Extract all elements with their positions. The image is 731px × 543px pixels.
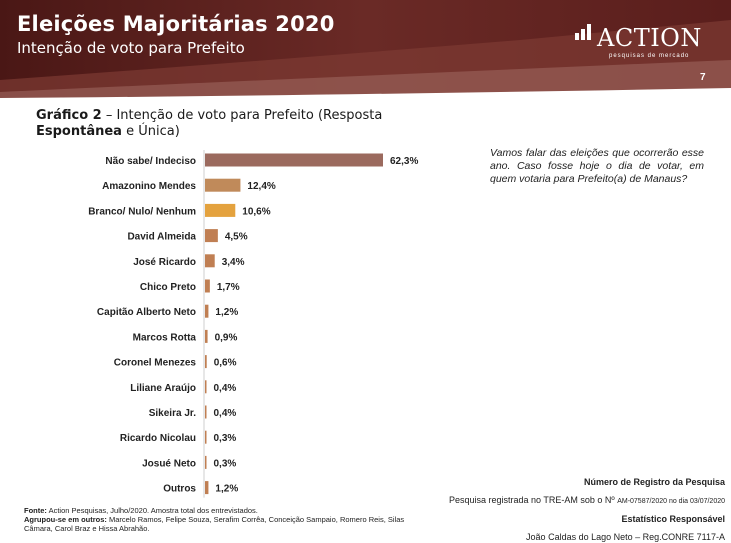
value-label: 10,6% [242, 206, 270, 217]
category-label: José Ricardo [133, 257, 196, 268]
category-label: Marcos Rotta [133, 332, 197, 343]
category-label: Sikeira Jr. [149, 408, 196, 419]
bar [205, 203, 236, 217]
value-label: 62,3% [390, 156, 418, 167]
bar [205, 355, 207, 369]
value-label: 4,5% [225, 232, 248, 243]
category-label: Branco/ Nulo/ Nenhum [88, 206, 196, 217]
statistician-name: João Caldas do Lago Neto – Reg.CONRE 711… [526, 532, 725, 542]
page-number: 7 [700, 72, 706, 83]
registry-detail: AM-07587/2020 no dia 03/07/2020 [617, 498, 725, 505]
value-label: 1,2% [215, 307, 238, 318]
grouped-label: Agrupou-se em outros: [24, 515, 107, 524]
value-label: 3,4% [222, 257, 245, 268]
page-subtitle: Intenção de voto para Prefeito [17, 39, 245, 57]
header-background [0, 0, 731, 98]
graph-title: Gráfico 2 – Intenção de voto para Prefei… [36, 108, 396, 140]
value-label: 0,3% [214, 458, 237, 469]
grouped-text: Marcelo Ramos, Felipe Souza, Serafim Cor… [24, 515, 405, 533]
graph-title-bold: Espontânea [36, 124, 122, 139]
bar [205, 254, 215, 268]
value-label: 0,4% [214, 408, 237, 419]
bar [205, 430, 207, 444]
bar [205, 153, 383, 167]
bar [205, 405, 207, 419]
bar-chart-icon [575, 24, 591, 40]
value-label: 1,2% [215, 484, 238, 495]
value-label: 1,7% [217, 282, 240, 293]
category-label: Outros [163, 484, 196, 495]
registry-prefix: Pesquisa registrada no TRE-AM sob o Nº [448, 495, 618, 505]
value-label: 0,9% [215, 332, 238, 343]
source-label: Fonte: [24, 506, 47, 515]
registry-line: Pesquisa registrada no TRE-AM sob o Nº A… [449, 495, 725, 507]
category-label: Não sabe/ Indeciso [105, 156, 196, 167]
bar [205, 380, 207, 394]
category-label: David Almeida [127, 232, 196, 243]
bar [205, 304, 209, 318]
graph-label: Gráfico 2 [36, 108, 102, 123]
statistician-title: Estatístico Responsável [621, 514, 725, 524]
page-title: Eleições Majoritárias 2020 [17, 12, 335, 36]
logo-tagline: pesquisas de mercado [609, 53, 690, 59]
category-label: Chico Preto [140, 282, 196, 293]
category-label: Josué Neto [142, 458, 196, 469]
value-label: 12,4% [247, 181, 275, 192]
category-label: Coronel Menezes [114, 358, 197, 369]
logo-text: ACTION [597, 24, 702, 52]
bar-chart: Não sabe/ Indeciso 62,3% Amazonino Mendes 1… [88, 150, 418, 498]
value-label: 0,3% [214, 433, 237, 444]
category-label: Ricardo Nicolau [120, 433, 196, 444]
bar [205, 178, 241, 192]
source-text: Action Pesquisas, Julho/2020. Amostra to… [46, 506, 258, 515]
category-label: Capitão Alberto Neto [97, 307, 196, 318]
graph-title-text-a: – Intenção de voto para Prefeito (Respos… [101, 108, 383, 123]
category-label: Amazonino Mendes [102, 181, 196, 192]
header-banner: Eleições Majoritárias 2020 Intenção de v… [0, 0, 731, 98]
value-label: 0,6% [214, 358, 237, 369]
bar [205, 455, 207, 469]
survey-question: Vamos falar das eleições que ocorrerão e… [490, 147, 704, 185]
category-label: Liliane Araújo [130, 383, 196, 394]
registry-block: Número de Registro da Pesquisa Pesquisa … [449, 477, 725, 543]
bar [205, 329, 208, 343]
bar [205, 229, 218, 243]
source-note: Fonte: Action Pesquisas, Julho/2020. Amo… [24, 506, 414, 533]
bar [205, 279, 210, 293]
graph-title-text-c: e Única) [121, 124, 180, 139]
registry-title: Número de Registro da Pesquisa [583, 477, 725, 487]
bar [205, 481, 209, 495]
value-label: 0,4% [214, 383, 237, 394]
